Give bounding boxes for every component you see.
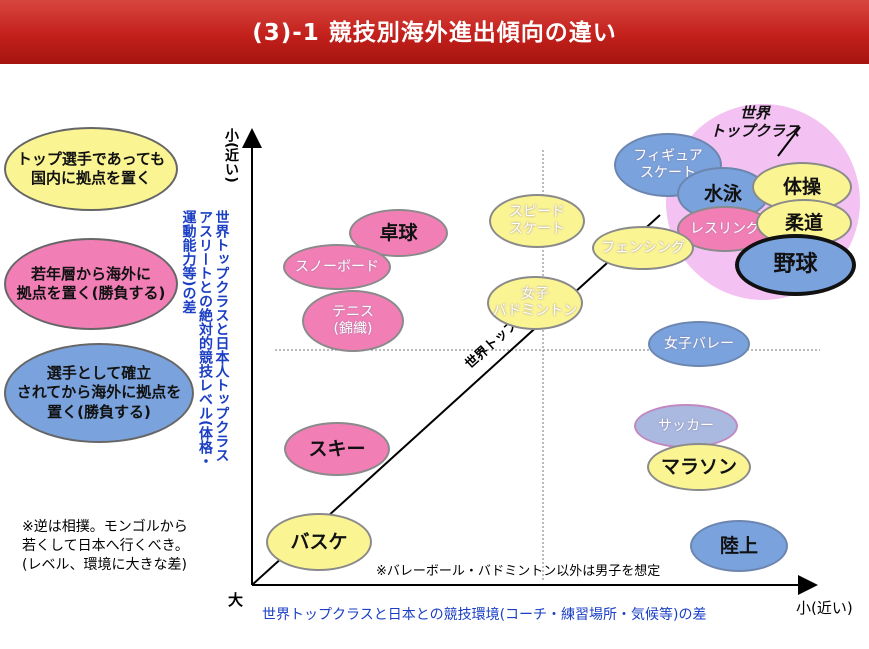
sport-basketball: バスケ (266, 513, 372, 571)
x-axis-title: 世界トップクラスと日本との競技環境(コーチ・練習場所・気候等)の差 (262, 607, 707, 623)
sport-speed-skating: スピード スケート (489, 194, 585, 248)
legend-established-overseas: 選手として確立 されてから海外に拠点を 置く(勝負する) (4, 343, 194, 443)
slide-title: (3)-1 競技別海外進出傾向の違い (252, 20, 617, 46)
note-bottom: ※バレーボール・バドミントン以外は男子を想定 (376, 564, 661, 579)
sport-womens-volleyball: 女子バレー (648, 321, 750, 367)
y-axis-title: 世界トップクラスと日本人トップクラス アスリートとの絶対的競技レベル(体格・ 運… (180, 210, 230, 469)
legend-domestic-base: トップ選手であっても 国内に拠点を置く (4, 127, 178, 211)
sport-baseball: 野球 (735, 234, 856, 296)
sport-athletics: 陸上 (690, 520, 788, 572)
note-left: ※逆は相撲。モンゴルから 若くして日本へ行くべき。 (レベル、環境に大きな差) (22, 519, 189, 573)
x-axis-origin-label: 大 (228, 591, 244, 609)
sport-marathon: マラソン (647, 443, 751, 491)
sport-fencing: フェンシング (592, 226, 694, 270)
sport-ski: スキー (284, 422, 390, 476)
world-top-label: 世界 トップクラス (710, 104, 800, 140)
title-bar: (3)-1 競技別海外進出傾向の違い (0, 0, 869, 64)
world-top-arrow (777, 126, 801, 157)
y-axis-top-label: 小(近い) (223, 128, 239, 183)
sport-womens-badminton: 女子 バドミントン (487, 276, 583, 330)
x-axis-right-label: 小(近い) (796, 599, 853, 617)
sport-snowboard: スノーボード (283, 244, 391, 290)
sport-soccer: サッカー (634, 404, 738, 448)
sport-tennis: テニス (錦織) (302, 290, 404, 352)
legend-young-overseas: 若年層から海外に 拠点を置く(勝負する) (4, 238, 178, 330)
